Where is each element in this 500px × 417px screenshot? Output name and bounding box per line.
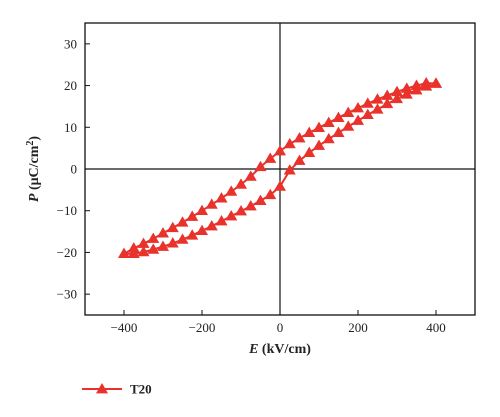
data-point (273, 144, 287, 156)
data-point (205, 220, 218, 231)
data-point (254, 160, 267, 172)
data-point (381, 89, 394, 100)
y-tick-label: −20 (57, 245, 77, 260)
data-point (147, 232, 160, 243)
data-point (303, 126, 316, 137)
data-point (156, 227, 170, 238)
data-point (351, 114, 365, 125)
data-point (234, 178, 248, 189)
data-point (293, 154, 306, 165)
data-point (351, 102, 365, 113)
data-point (264, 188, 277, 200)
data-point (429, 77, 443, 88)
data-point (322, 116, 335, 127)
data-point (176, 216, 189, 227)
data-point (312, 121, 326, 132)
data-point (195, 224, 209, 235)
y-tick-label: 10 (64, 120, 77, 135)
data-point (186, 210, 199, 221)
data-point (371, 103, 384, 114)
data-point (215, 192, 228, 203)
x-axis-unit: (kV/cm) (258, 342, 311, 357)
data-point (332, 111, 345, 122)
data-point (127, 247, 140, 258)
y-axis-unit-post: ) (27, 136, 42, 141)
data-point (420, 76, 433, 88)
y-tick-label: 30 (64, 36, 77, 51)
data-point (176, 233, 189, 244)
data-point (283, 137, 296, 149)
data-point (361, 97, 374, 108)
x-tick-label: 0 (277, 320, 284, 335)
data-point (322, 132, 335, 144)
x-tick-label: −400 (111, 320, 138, 335)
data-point (137, 245, 150, 257)
x-axis-symbol: E (248, 342, 258, 357)
x-tick-label: 400 (426, 320, 446, 335)
data-point (312, 139, 326, 150)
data-point (186, 229, 199, 240)
data-point (342, 120, 355, 131)
data-point (381, 97, 394, 109)
axis-labels: E (kV/cm) P (μC/cm2) (25, 136, 312, 357)
data-point (371, 93, 384, 104)
x-axis-title: E (kV/cm) (248, 342, 311, 357)
y-tick-label: 20 (64, 78, 77, 93)
data-point (205, 198, 218, 209)
data-point (400, 88, 413, 99)
data-point (400, 82, 413, 93)
data-point (254, 194, 267, 205)
data-point (215, 215, 228, 226)
data-point (195, 204, 209, 215)
data-point (234, 205, 248, 216)
data-point (137, 237, 150, 248)
data-point (303, 146, 316, 157)
data-point (390, 85, 404, 97)
data-point (332, 126, 345, 137)
x-tick-label: −200 (189, 320, 216, 335)
data-point (342, 106, 355, 117)
data-point (225, 185, 238, 196)
data-point (127, 242, 140, 253)
data-point (273, 180, 287, 191)
data-point (410, 79, 423, 90)
data-point (244, 170, 257, 181)
y-axis-unit-pre: (μC/cm (27, 145, 42, 193)
y-tick-label: −30 (57, 287, 77, 302)
y-axis-unit-sup: 2 (25, 141, 36, 146)
data-point (147, 243, 160, 254)
legend-label-t20: T20 (130, 382, 152, 397)
data-point (283, 164, 296, 175)
data-point (244, 200, 257, 211)
axis-ticks: −400 −200 0 200 400 −30 −20 −10 0 10 20 30 (57, 36, 446, 335)
y-tick-label: 0 (71, 162, 78, 177)
y-axis-title: P (μC/cm2) (25, 136, 43, 203)
data-point (166, 237, 179, 248)
data-point (225, 210, 238, 221)
data-point (166, 221, 179, 233)
data-point (293, 132, 306, 143)
data-point (390, 92, 404, 104)
zero-axes (85, 23, 475, 315)
x-tick-label: 200 (348, 320, 368, 335)
data-point (361, 108, 374, 120)
legend-marker (96, 383, 108, 394)
data-point (264, 152, 277, 163)
data-point (156, 240, 170, 251)
y-tick-label: −10 (57, 203, 77, 218)
y-axis-symbol: P (27, 193, 42, 202)
data-point (117, 247, 131, 258)
series-layer (117, 76, 443, 258)
legend: T20 (82, 382, 152, 397)
